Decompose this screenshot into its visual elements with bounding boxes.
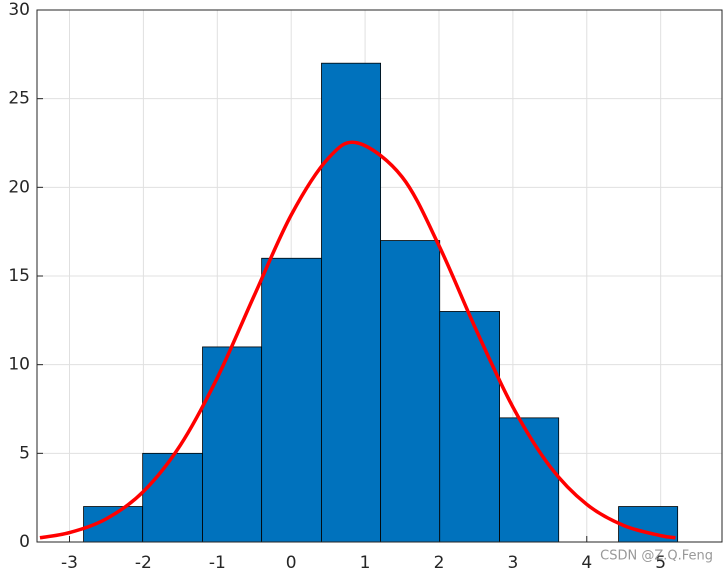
x-tick-label: 0: [286, 553, 297, 573]
bar: [439, 311, 500, 543]
bar: [202, 346, 263, 543]
y-tick-label: 0: [19, 532, 30, 552]
x-tick-label: -1: [209, 553, 226, 573]
bar: [380, 240, 441, 543]
x-tick-label: 4: [581, 553, 592, 573]
axes-box: [36, 9, 723, 543]
x-tick-label: 3: [507, 553, 518, 573]
bar: [321, 62, 382, 543]
bar: [142, 452, 203, 543]
watermark: CSDN @Z.Q.Feng: [600, 549, 713, 564]
fit-curve: [39, 140, 676, 540]
x-tick-label: 2: [434, 553, 445, 573]
y-tick-label: 30: [8, 0, 30, 20]
y-tick-label: 15: [8, 266, 30, 286]
x-tick-label: 1: [360, 553, 371, 573]
bar: [261, 257, 322, 543]
x-tick-label: -2: [135, 553, 152, 573]
x-tick-label: 5: [655, 553, 666, 573]
y-tick-label: 10: [8, 355, 30, 375]
y-tick-label: 25: [8, 89, 30, 109]
x-tick-label: -3: [61, 553, 78, 573]
y-tick-label: 20: [8, 177, 30, 197]
y-tick-label: 5: [19, 443, 30, 463]
